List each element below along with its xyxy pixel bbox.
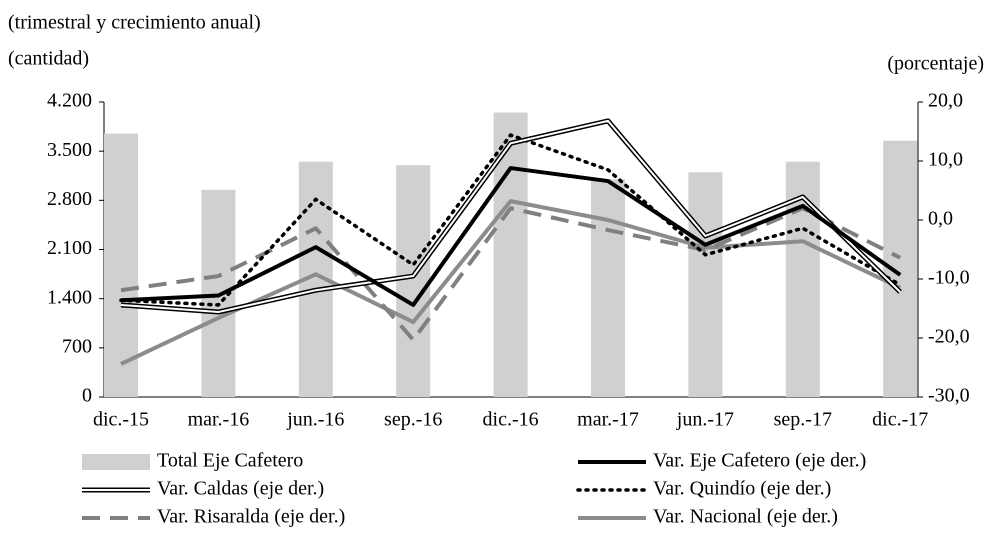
y2-tick-label: -30,0 (928, 385, 970, 407)
x-tick-label: jun.-16 (286, 409, 344, 431)
y-tick-label: 3.500 (47, 139, 92, 161)
line-series (120, 166, 902, 307)
bar (104, 133, 138, 397)
y-tick-label: 1.400 (47, 286, 92, 308)
x-tick-label: mar.-17 (577, 409, 639, 431)
x-tick-label: sep.-16 (384, 409, 442, 431)
y2-tick-label: 0,0 (928, 208, 953, 230)
legend-swatch (82, 454, 150, 470)
y-tick-label: 700 (62, 335, 92, 357)
y-tick-label: 4.200 (47, 90, 92, 112)
y2-tick-label: -20,0 (928, 326, 970, 348)
y2-tick-label: 10,0 (928, 149, 963, 171)
bar (591, 179, 625, 397)
x-tick-label: jun.-17 (676, 409, 734, 431)
x-tick-label: mar.-16 (188, 409, 250, 431)
y-tick-label: 0 (82, 385, 92, 407)
bar (396, 165, 431, 397)
legend-label: Var. Quindío (eje der.) (653, 478, 831, 500)
legend-label: Var. Risaralda (eje der.) (157, 506, 345, 528)
line-series-inner (120, 119, 901, 314)
x-tick-label: dic.-16 (483, 409, 539, 431)
bar (688, 172, 723, 397)
y2-tick-label: -10,0 (928, 267, 970, 289)
x-tick-label: dic.-15 (93, 409, 149, 431)
bar (493, 112, 528, 398)
y-tick-label: 2.100 (47, 237, 92, 259)
x-tick-label: sep.-17 (774, 409, 832, 431)
line-series (120, 206, 902, 342)
y2-tick-label: 20,0 (928, 90, 963, 112)
line-series (119, 133, 902, 307)
x-tick-label: dic.-17 (872, 409, 928, 431)
legend-label: Total Eje Cafetero (157, 450, 303, 472)
y-tick-label: 2.800 (47, 188, 92, 210)
y2-axis-label: (porcentaje) (887, 53, 984, 75)
legend-label: Var. Nacional (eje der.) (653, 506, 838, 528)
subtitle: (trimestral y crecimiento anual) (8, 12, 261, 34)
legend-label: Var. Eje Cafetero (eje der.) (653, 450, 866, 472)
legend-label: Var. Caldas (eje der.) (157, 478, 324, 500)
y-axis-label: (cantidad) (8, 48, 89, 70)
